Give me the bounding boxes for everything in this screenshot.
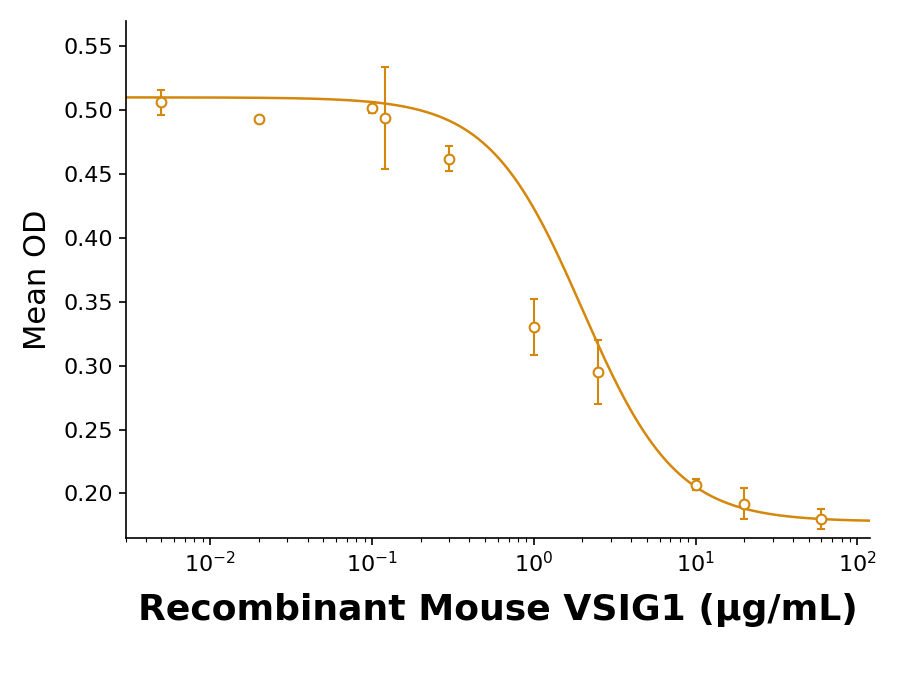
Y-axis label: Mean OD: Mean OD <box>23 209 52 350</box>
X-axis label: Recombinant Mouse VSIG1 (μg/mL): Recombinant Mouse VSIG1 (μg/mL) <box>138 593 858 627</box>
